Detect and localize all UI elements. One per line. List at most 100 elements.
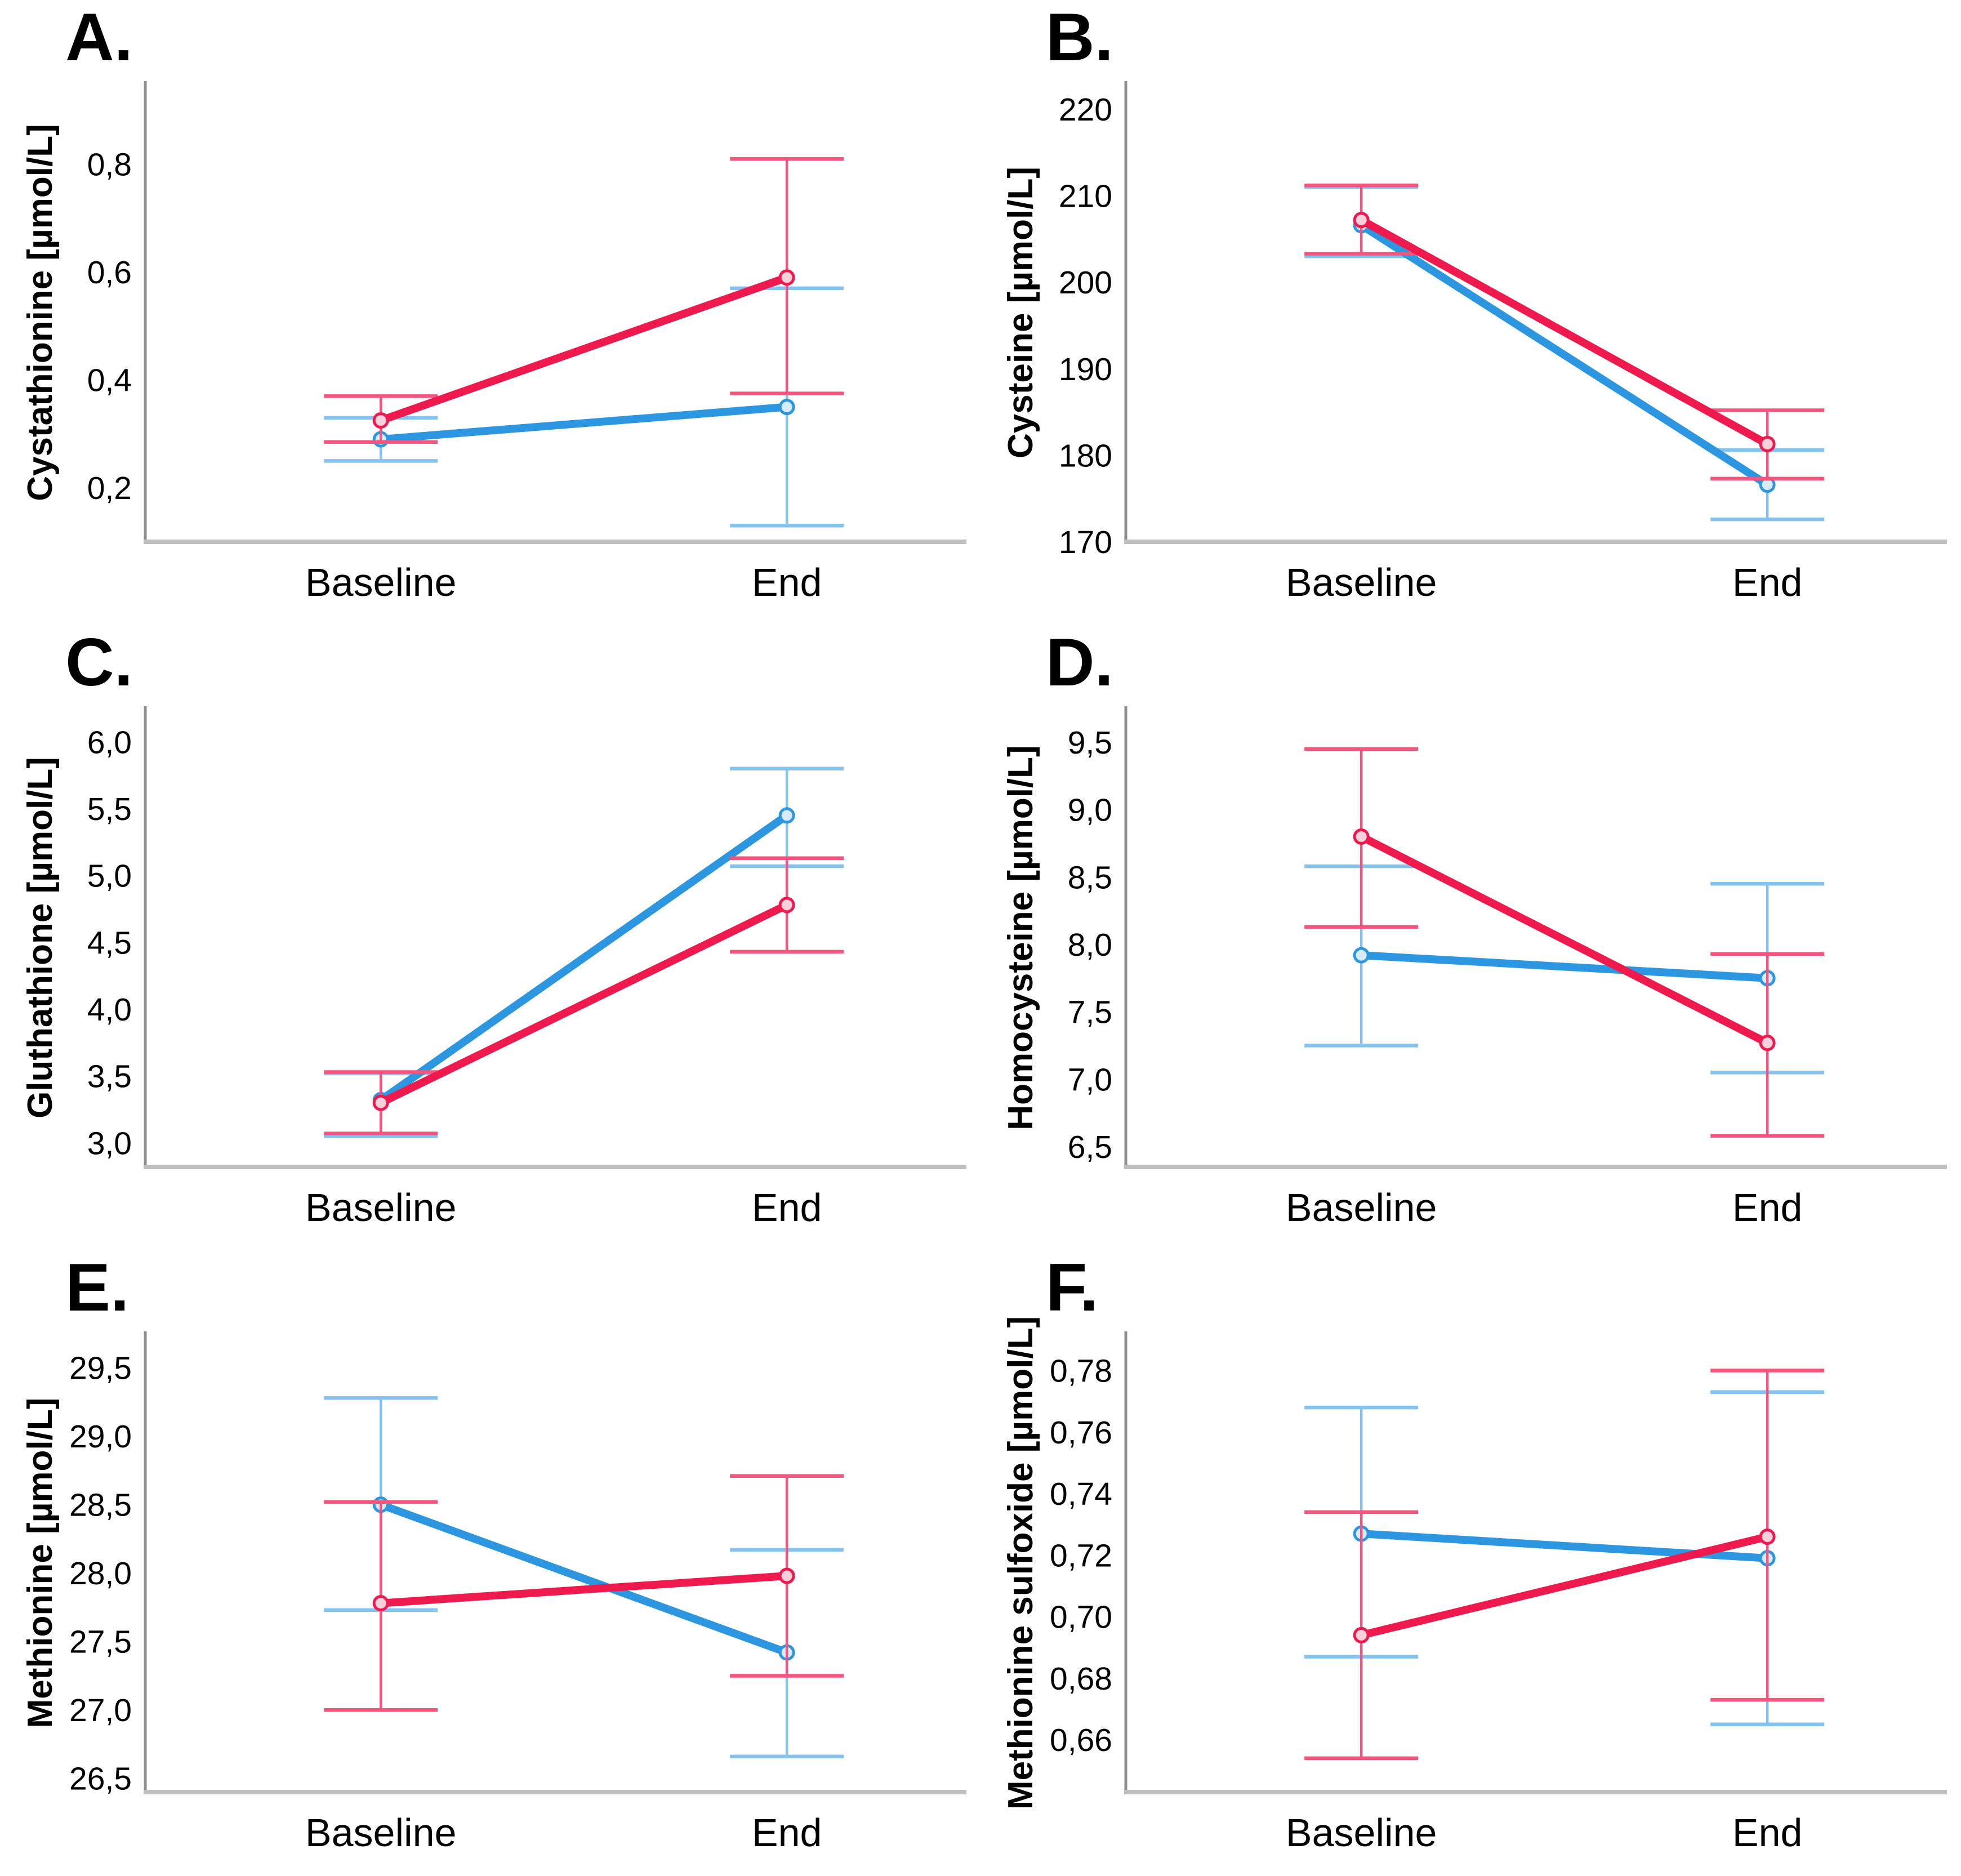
panel-e-letter: E.: [65, 1250, 130, 1325]
data-point-red: [1353, 212, 1370, 229]
y-tick-label: 0,66: [1050, 1722, 1112, 1758]
x-category-label: Baseline: [1286, 1811, 1437, 1855]
y-tick-label: 0,72: [1050, 1538, 1112, 1574]
panel-f: 0,66 0,68 0,70 0,72 0,74 0,76 0,78 Methionine s…: [980, 1250, 1961, 1875]
y-tick-label: 0,8: [87, 147, 132, 183]
panel-c-letter: C.: [65, 625, 133, 700]
y-tick-label: 0,68: [1050, 1661, 1112, 1697]
y-tick-label: 27,5: [69, 1624, 132, 1660]
y-tick-label: 4,5: [87, 925, 132, 961]
x-category-label: Baseline: [305, 1811, 457, 1855]
y-tick-label: 0,2: [87, 470, 132, 506]
y-tick-label: 170: [1059, 524, 1112, 560]
y-tick-label: 29,5: [69, 1351, 132, 1387]
y-tick-label: 8,0: [1068, 927, 1112, 963]
x-category-label: End: [1732, 1811, 1803, 1855]
y-tick-label: 4,0: [87, 992, 132, 1028]
data-point-red: [778, 269, 795, 286]
panel-f-plot: 0,66 0,68 0,70 0,72 0,74 0,76 0,78 Methionine s…: [1001, 1316, 1947, 1855]
data-point-red: [1353, 828, 1370, 845]
y-tick-label: 27,0: [69, 1692, 132, 1728]
panel-a-letter: A.: [65, 0, 133, 75]
y-axis-title: Cystathionine [µmol/L]: [21, 124, 60, 501]
series-line-blue: [377, 1500, 791, 1657]
x-category-label: Baseline: [1286, 1186, 1437, 1229]
data-point-red: [372, 412, 389, 429]
data-point-red: [1353, 1627, 1370, 1643]
y-tick-label: 26,5: [69, 1761, 132, 1797]
y-tick-label: 220: [1059, 92, 1112, 128]
series-line-blue: [1357, 951, 1772, 982]
y-axis-title: Gluthathione [µmol/L]: [21, 757, 60, 1119]
series-line-blue: [377, 811, 791, 1104]
series-line-blue: [1357, 221, 1772, 489]
series-line-red: [377, 901, 791, 1107]
y-tick-label: 0,6: [87, 255, 132, 291]
series-line-red: [1357, 1532, 1772, 1639]
y-tick-label: 5,0: [87, 858, 132, 894]
y-tick-label: 6,5: [1068, 1129, 1112, 1165]
y-tick-label: 200: [1059, 265, 1112, 301]
y-axis-title: Methionine [µmol/L]: [21, 1398, 60, 1728]
y-tick-label: 7,0: [1068, 1062, 1112, 1098]
data-point-red: [778, 897, 795, 914]
x-category-label: Baseline: [1286, 560, 1437, 604]
y-tick-label: 3,0: [87, 1125, 132, 1161]
data-point-red: [372, 1094, 389, 1111]
y-tick-label: 28,5: [69, 1487, 132, 1523]
data-point-red: [372, 1595, 389, 1612]
y-axis-title: Cysteine [µmol/L]: [1001, 167, 1040, 458]
data-point-blue: [778, 399, 795, 416]
y-axis-title: Methionine sulfoxide [µmol/L]: [1001, 1316, 1040, 1810]
x-category-label: Baseline: [305, 560, 457, 604]
y-tick-label: 180: [1059, 438, 1112, 474]
panel-c-plot: 3,0 3,5 4,0 4,5 5,0 5,5 6,0 Gluthathione [µmol/…: [21, 706, 966, 1229]
y-tick-label: 0,4: [87, 363, 132, 399]
y-tick-label: 0,70: [1050, 1599, 1112, 1636]
x-category-label: End: [752, 560, 822, 604]
panel-e: 26,5 27,0 27,5 28,0 28,5 29,0 29,5 Methionine […: [0, 1250, 980, 1875]
x-category-label: End: [752, 1186, 822, 1229]
panel-b: 170 180 190 200 210 220 Cysteine [µmol/L] Basel…: [980, 0, 1961, 625]
panel-d-letter: D.: [1046, 625, 1113, 700]
y-tick-label: 28,0: [69, 1556, 132, 1592]
y-tick-label: 190: [1059, 351, 1112, 387]
data-point-red: [1759, 1035, 1776, 1051]
y-tick-label: 29,0: [69, 1419, 132, 1455]
panel-d-plot: 6,5 7,0 7,5 8,0 8,5 9,0 9,5 Homocysteine [µmol/…: [1001, 706, 1947, 1229]
series-line-red: [1357, 216, 1772, 448]
panel-c: 3,0 3,5 4,0 4,5 5,0 5,5 6,0 Gluthathione [µmol/…: [0, 625, 980, 1250]
y-tick-label: 3,5: [87, 1059, 132, 1095]
x-category-label: End: [1732, 560, 1803, 604]
data-point-blue: [1353, 947, 1370, 964]
x-category-label: End: [1732, 1186, 1803, 1229]
y-tick-label: 0,74: [1050, 1476, 1112, 1512]
panel-f-letter: F.: [1046, 1250, 1099, 1325]
x-category-label: End: [752, 1811, 822, 1855]
panel-d: 6,5 7,0 7,5 8,0 8,5 9,0 9,5 Homocysteine [µmol/…: [980, 625, 1961, 1250]
y-tick-label: 210: [1059, 179, 1112, 215]
x-category-label: Baseline: [305, 1186, 457, 1229]
panel-b-letter: B.: [1046, 0, 1113, 75]
y-tick-label: 9,5: [1068, 725, 1112, 761]
data-point-red: [1759, 1529, 1776, 1545]
series-line-red: [1357, 832, 1772, 1047]
data-point-red: [778, 1567, 795, 1584]
y-axis-title: Homocysteine [µmol/L]: [1001, 745, 1040, 1130]
panel-a: 0,2 0,4 0,6 0,8 Cystathionine [µmol/L] Baseli…: [0, 0, 980, 625]
data-point-blue: [778, 807, 795, 824]
y-tick-label: 5,5: [87, 791, 132, 827]
y-tick-label: 8,5: [1068, 859, 1112, 895]
panel-b-plot: 170 180 190 200 210 220 Cysteine [µmol/L] Basel…: [1001, 81, 1947, 604]
panel-a-plot: 0,2 0,4 0,6 0,8 Cystathionine [µmol/L] Baseli…: [21, 81, 966, 604]
y-tick-label: 7,5: [1068, 995, 1112, 1031]
y-tick-label: 6,0: [87, 724, 132, 760]
series-line-blue: [377, 403, 791, 444]
y-tick-label: 0,76: [1050, 1415, 1112, 1451]
series-line-red: [377, 1572, 791, 1607]
data-point-red: [1759, 435, 1776, 452]
y-tick-label: 0,78: [1050, 1353, 1112, 1389]
series-line-red: [377, 273, 791, 425]
